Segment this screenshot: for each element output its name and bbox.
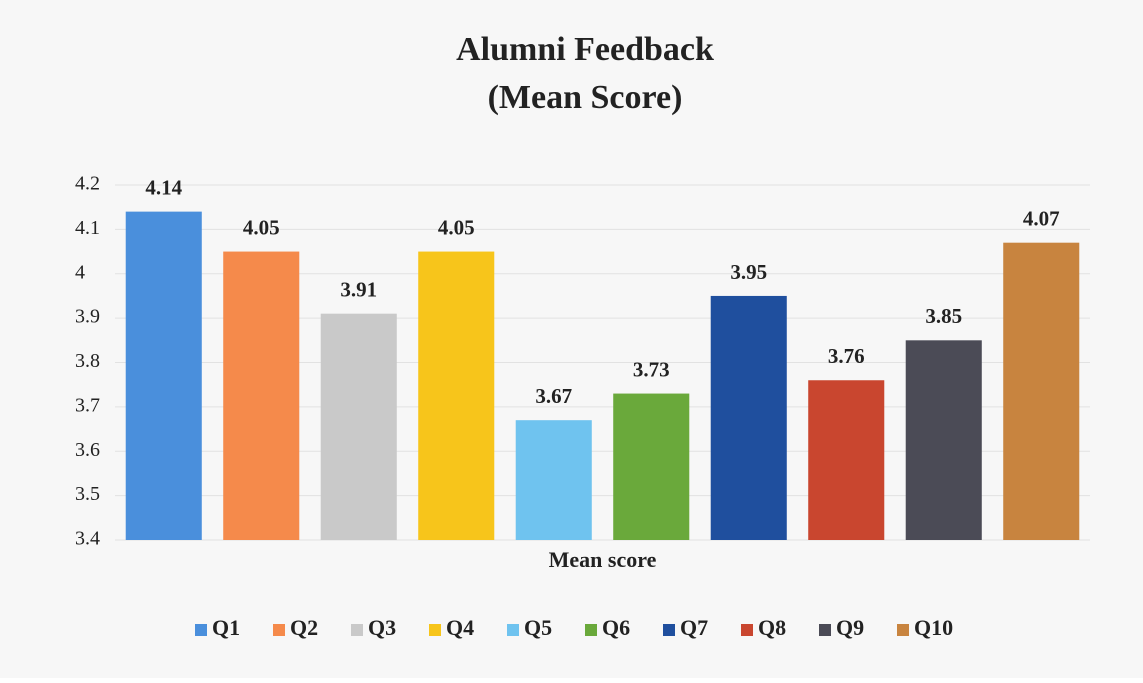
bar <box>418 251 495 540</box>
bar <box>905 340 982 540</box>
legend-swatch <box>429 624 441 636</box>
bar <box>613 393 690 540</box>
data-label: 4.07 <box>1023 207 1060 231</box>
legend-label: Q9 <box>836 615 864 640</box>
y-tick-label: 3.5 <box>75 483 100 505</box>
y-tick-label: 3.9 <box>75 306 100 328</box>
data-label: 3.76 <box>828 344 865 368</box>
legend-swatch <box>273 624 285 636</box>
legend-label: Q5 <box>524 615 552 640</box>
y-tick-label: 3.6 <box>75 439 100 461</box>
legend-swatch <box>819 624 831 636</box>
legend-swatch <box>351 624 363 636</box>
data-label: 3.91 <box>340 278 377 302</box>
legend-label: Q2 <box>290 615 318 640</box>
data-label: 4.05 <box>243 215 280 239</box>
bar <box>808 380 885 540</box>
y-tick-label: 3.4 <box>75 528 100 550</box>
bar <box>320 313 397 540</box>
y-tick-label: 4.1 <box>75 217 100 239</box>
legend-label: Q6 <box>602 615 630 640</box>
data-label: 3.95 <box>730 260 767 284</box>
legend-label: Q7 <box>680 615 708 640</box>
legend-label: Q10 <box>914 615 953 640</box>
data-label: 3.67 <box>535 384 572 408</box>
bar <box>710 295 787 540</box>
legend-label: Q1 <box>212 615 240 640</box>
y-tick-label: 3.7 <box>75 394 100 416</box>
legend-label: Q3 <box>368 615 396 640</box>
legend-label: Q8 <box>758 615 786 640</box>
chart-title: Alumni Feedback <box>456 31 714 68</box>
data-label: 3.85 <box>925 304 962 328</box>
bar <box>515 420 592 540</box>
legend-swatch <box>897 624 909 636</box>
chart-title: (Mean Score) <box>488 79 683 116</box>
x-axis-category: Mean score <box>549 547 657 572</box>
y-tick-label: 3.8 <box>75 350 100 372</box>
legend-swatch <box>195 624 207 636</box>
data-label: 4.05 <box>438 215 475 239</box>
bar <box>223 251 300 540</box>
y-tick-label: 4 <box>75 261 85 283</box>
bar <box>125 211 202 540</box>
y-tick-label: 4.2 <box>75 173 100 195</box>
bar <box>1003 242 1080 540</box>
legend-swatch <box>663 624 675 636</box>
legend-swatch <box>741 624 753 636</box>
legend-label: Q4 <box>446 615 474 640</box>
legend-swatch <box>585 624 597 636</box>
legend-swatch <box>507 624 519 636</box>
data-label: 4.14 <box>145 175 182 199</box>
data-label: 3.73 <box>633 357 670 381</box>
